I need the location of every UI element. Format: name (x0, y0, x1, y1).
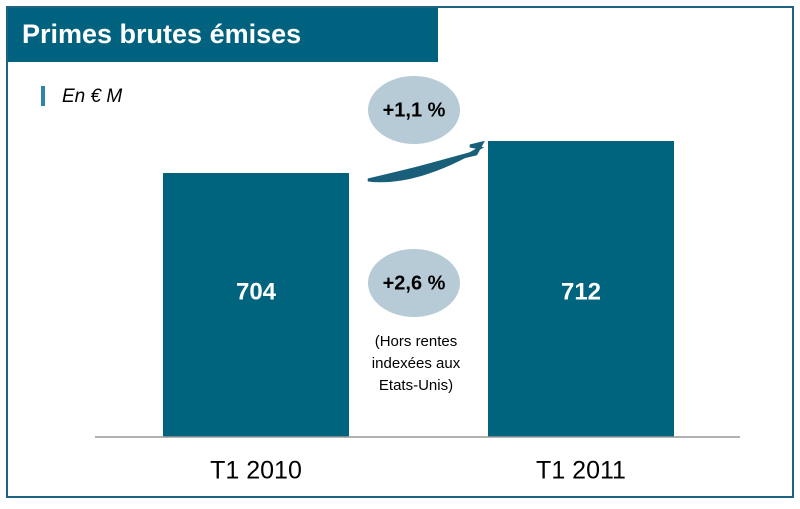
chart-title: Primes brutes émises (22, 19, 301, 49)
note-line: Etats-Unis) (379, 377, 453, 394)
x-tick-label: T1 2011 (536, 457, 626, 485)
bar (163, 173, 349, 437)
subtitle-marker (41, 86, 45, 106)
chart-subtitle: En € M (62, 86, 122, 107)
note-line: (Hors rentes (375, 333, 458, 350)
data-label: 704 (236, 278, 277, 305)
x-tick-label: T1 2010 (210, 457, 302, 485)
growth-excl-bubble (368, 249, 460, 317)
data-label: 712 (561, 278, 601, 305)
growth-arrow (367, 140, 485, 183)
title-band-blank (438, 8, 792, 62)
growth-excl-label: +2,6 % (383, 272, 446, 294)
note-line: indexées aux (372, 355, 461, 372)
bar (488, 141, 674, 437)
growth-label: +1,1 % (383, 99, 446, 121)
growth-bubble (368, 76, 460, 144)
title-band (8, 8, 438, 62)
